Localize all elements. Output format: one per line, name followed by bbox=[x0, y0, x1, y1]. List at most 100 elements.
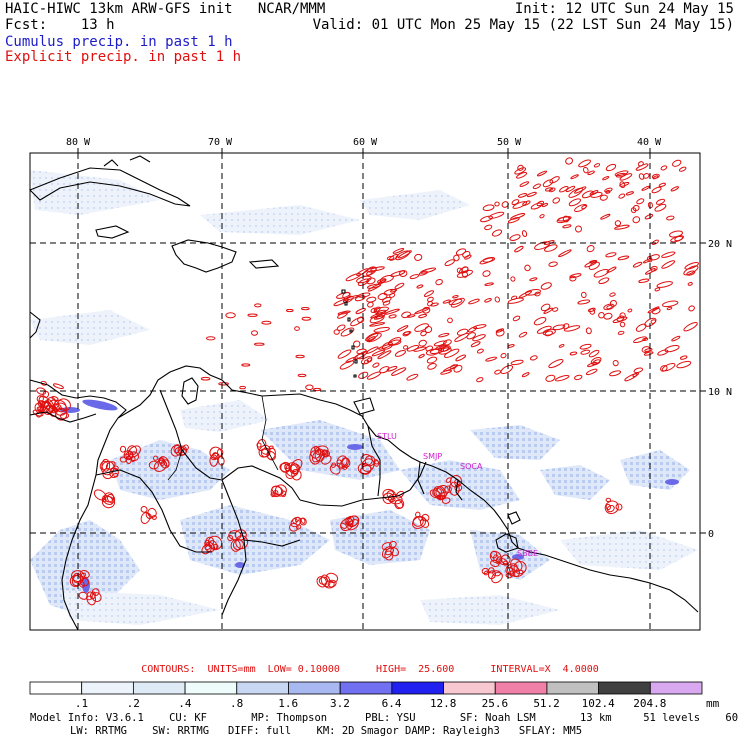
precip-contour bbox=[452, 295, 459, 299]
precip-contour bbox=[522, 200, 531, 206]
precip-contour bbox=[513, 561, 527, 575]
precip-contour bbox=[78, 591, 89, 600]
precip-contour bbox=[587, 361, 598, 368]
precip-contour bbox=[507, 297, 524, 304]
precip-contour bbox=[433, 340, 447, 347]
precip-contour bbox=[371, 349, 386, 357]
precip-contour bbox=[512, 201, 528, 209]
precip-contour bbox=[390, 270, 406, 277]
precip-contour bbox=[386, 255, 395, 261]
precip-contour bbox=[587, 307, 596, 313]
precip-contour bbox=[270, 485, 283, 498]
precip-contour bbox=[600, 213, 611, 220]
precip-contour bbox=[480, 215, 493, 223]
precip-contour bbox=[456, 269, 473, 278]
precip-contour bbox=[645, 268, 656, 275]
country-borders bbox=[167, 395, 279, 481]
precip-contour bbox=[409, 274, 420, 280]
precip-contour bbox=[482, 270, 491, 277]
precip-contour bbox=[453, 254, 460, 262]
colorbar-swatch bbox=[598, 681, 651, 695]
precip-contour bbox=[500, 364, 514, 375]
precip-contour bbox=[635, 323, 647, 332]
precip-contour bbox=[416, 284, 424, 289]
precip-contour bbox=[387, 337, 402, 346]
precip-contour bbox=[438, 345, 451, 352]
precip-contour bbox=[435, 278, 443, 286]
precip-contour bbox=[356, 348, 367, 355]
precip-contour bbox=[256, 442, 262, 448]
precip-contour bbox=[300, 517, 306, 524]
precip-contour bbox=[671, 335, 681, 342]
precip-contour bbox=[669, 230, 683, 238]
precip-contour bbox=[339, 360, 355, 370]
precip-contour bbox=[615, 503, 623, 511]
precip-contour bbox=[654, 203, 667, 212]
precip-contour bbox=[86, 591, 97, 606]
precip-contour bbox=[389, 253, 399, 261]
precip-contour bbox=[498, 557, 508, 566]
precip-contour bbox=[494, 296, 500, 303]
precip-contour bbox=[509, 570, 516, 577]
precip-contour bbox=[676, 360, 692, 369]
precip-contour bbox=[627, 308, 633, 313]
precip-contour bbox=[418, 353, 425, 359]
precip-contour bbox=[644, 317, 657, 327]
precip-contour bbox=[587, 170, 595, 176]
precip-contour bbox=[642, 258, 652, 264]
precip-contour bbox=[397, 250, 412, 259]
precip-contour bbox=[558, 344, 565, 348]
precip-contour bbox=[651, 186, 662, 194]
precip-contour bbox=[540, 282, 552, 290]
precip-contour bbox=[418, 270, 428, 276]
precip-contour bbox=[333, 329, 340, 335]
precip-contour bbox=[420, 267, 437, 274]
precip-contour bbox=[472, 324, 487, 330]
precip-contour bbox=[586, 245, 595, 253]
precip-contour bbox=[253, 342, 265, 346]
precip-contour bbox=[548, 261, 558, 267]
precip-contour bbox=[580, 349, 591, 355]
precip-contour bbox=[521, 372, 530, 378]
precip-contour bbox=[633, 336, 647, 344]
precip-contour bbox=[357, 278, 370, 286]
map-frame bbox=[29, 152, 701, 631]
precip-contour bbox=[389, 540, 397, 548]
precip-contour bbox=[204, 545, 211, 551]
precip-contour bbox=[444, 485, 452, 494]
precip-contour bbox=[382, 492, 395, 504]
precip-contour bbox=[683, 265, 699, 276]
precip-contour bbox=[484, 282, 494, 286]
precip-contour bbox=[656, 281, 673, 288]
colorbar-value: 3.2 bbox=[329, 697, 350, 710]
precip-contour bbox=[533, 317, 547, 326]
precip-contour bbox=[394, 282, 405, 290]
precip-contour bbox=[140, 506, 148, 513]
precip-contour bbox=[644, 214, 654, 220]
precip-contour bbox=[325, 572, 339, 584]
precip-contour bbox=[618, 193, 626, 199]
precip-contour bbox=[227, 535, 234, 541]
precip-contour bbox=[258, 444, 271, 458]
precip-contour bbox=[476, 348, 484, 354]
precip-contour bbox=[614, 224, 630, 230]
precip-contour bbox=[395, 490, 405, 499]
precip-contour bbox=[424, 325, 433, 334]
precip-contour bbox=[324, 579, 337, 589]
precip-contour bbox=[664, 344, 680, 353]
precip-contour bbox=[379, 275, 394, 283]
precip-contour bbox=[579, 343, 592, 350]
colorbar-swatch bbox=[132, 681, 186, 695]
precip-contour bbox=[602, 176, 610, 181]
precip-contour bbox=[316, 576, 327, 588]
precip-contour bbox=[373, 326, 390, 333]
precip-contour bbox=[251, 330, 258, 336]
precip-contour bbox=[524, 264, 531, 272]
precip-contour bbox=[617, 255, 630, 261]
precip-contour bbox=[574, 374, 583, 381]
lon-label-80w: 80 W bbox=[66, 137, 91, 148]
precip-contour bbox=[544, 330, 553, 337]
precip-contour bbox=[632, 204, 640, 212]
precip-contour bbox=[569, 273, 582, 279]
precip-contour bbox=[542, 179, 554, 188]
